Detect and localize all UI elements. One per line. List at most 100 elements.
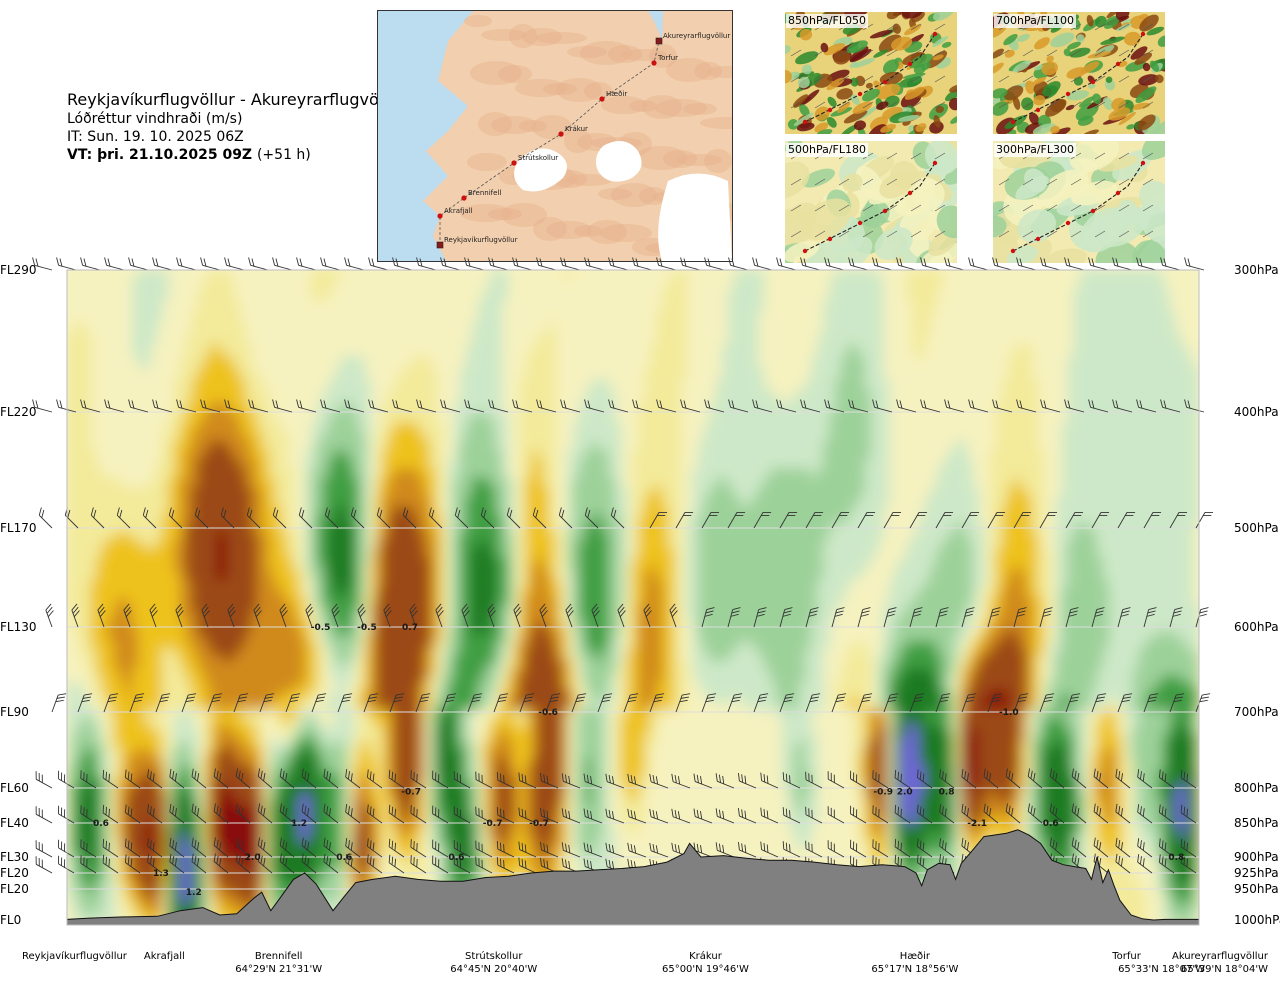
wind-barb [1195,511,1214,529]
wind-barb [848,257,869,271]
wind-barb [805,840,823,858]
waypoint-coordinate: 65°17'N 18°56'W [871,964,958,975]
wind-barb [850,770,867,789]
value-label: 0.6 [448,853,464,863]
wind-barb [301,837,317,858]
sea-area [378,11,473,261]
field-blob [1146,26,1164,36]
wind-barb [920,257,941,271]
wind-barb [779,511,798,529]
wind-barb [649,842,669,858]
wind-barb [1027,768,1043,789]
field-blob [1050,127,1071,134]
value-label: -0.6 [538,708,558,718]
relief-shading [683,103,717,115]
field-blob [1137,114,1156,131]
wind-barb [617,603,626,628]
wind-barb [207,693,223,713]
waypoint-marker[interactable] [437,213,443,219]
thumbnail-barb [862,75,874,83]
field-blob [1076,34,1085,43]
thumbnail-waypoint [827,236,833,242]
wind-barb [257,768,273,789]
relief-shading [574,225,602,237]
thumbnail-barb [838,101,850,109]
waypoint-name: Brennifell [255,951,303,962]
field-blob [902,52,926,65]
thumbnail-barb [886,75,898,83]
waypoint-marker[interactable] [461,195,467,201]
wind-barb [259,693,275,713]
wind-barb [701,511,720,529]
field-blob [904,86,925,100]
wind-barb [1049,803,1065,824]
waypoint-marker[interactable] [558,131,564,137]
wind-barb [169,768,185,789]
wind-barb [518,841,537,858]
issue-time: IT: Sun. 19. 10. 2025 06Z [67,129,244,145]
wind-barb [643,603,652,628]
thumbnail-500hpa[interactable]: 500hPa/FL180 [785,141,957,263]
wind-barb [800,399,821,413]
airport-marker[interactable] [655,37,663,45]
wind-barb [129,693,145,713]
wind-barb [1158,769,1175,789]
thumbnail-barb [1094,204,1106,212]
wind-barb [701,607,715,628]
flight-level-label: FL20 [0,866,29,880]
wind-barb [487,603,496,628]
wind-barb [827,771,845,789]
wind-barb [935,607,949,628]
field-blob [1071,180,1118,206]
wind-barb [191,853,207,874]
thumbnail-waypoint [1115,61,1121,67]
value-label: -0.7 [483,819,503,829]
wind-barb [608,257,629,271]
value-label: -0.5 [357,623,377,633]
wind-barb [831,693,847,713]
relief-shading [464,15,492,27]
thumbnail-barb [910,230,922,238]
wind-barb [432,855,449,874]
wind-barb [591,603,600,628]
airport-marker[interactable] [436,241,444,249]
field-blob [1095,240,1139,263]
relief-shading [566,174,612,186]
thumbnail-700hpa[interactable]: 700hPa/FL100 [993,12,1165,134]
vertical-velocity-field [67,270,1199,925]
thumbnail-barb [1118,230,1130,238]
thumbnail-barb [1070,178,1082,186]
wind-barb [560,257,581,271]
thumbnail-850hpa[interactable]: 850hPa/FL050 [785,12,957,134]
wind-barb [831,607,845,628]
waypoint-marker[interactable] [511,160,517,166]
thumbnail-barb [1094,178,1106,186]
wind-barb [1137,838,1153,858]
wind-barb [213,803,229,824]
wind-barb [935,693,951,713]
waypoint-marker[interactable] [651,60,657,66]
wind-barb [475,806,493,824]
wind-barb [324,507,339,529]
wind-barb [45,603,54,628]
field-blob [795,51,819,65]
thumbnail-barb [998,204,1010,212]
pressure-level-label: 900hPa [1234,850,1279,864]
thumbnail-300hpa[interactable]: 300hPa/FL300 [993,141,1165,263]
wind-barb [561,808,581,824]
thumbnail-barb [1094,49,1106,57]
wind-barb [176,399,197,413]
wind-barb [32,257,53,271]
thumbnail-barb [886,101,898,109]
field-blob [873,49,889,58]
wind-barb [753,607,767,628]
valid-time-value: VT: þri. 21.10.2025 09Z [67,147,253,163]
field-blob [1141,141,1165,160]
wind-barb [1088,257,1109,271]
wind-barb [608,399,629,413]
thumbnail-barb [1142,23,1154,31]
field-blob [908,53,933,69]
waypoint-marker[interactable] [599,96,605,102]
value-label: 0.8 [1168,853,1184,863]
wind-barb [848,399,869,413]
